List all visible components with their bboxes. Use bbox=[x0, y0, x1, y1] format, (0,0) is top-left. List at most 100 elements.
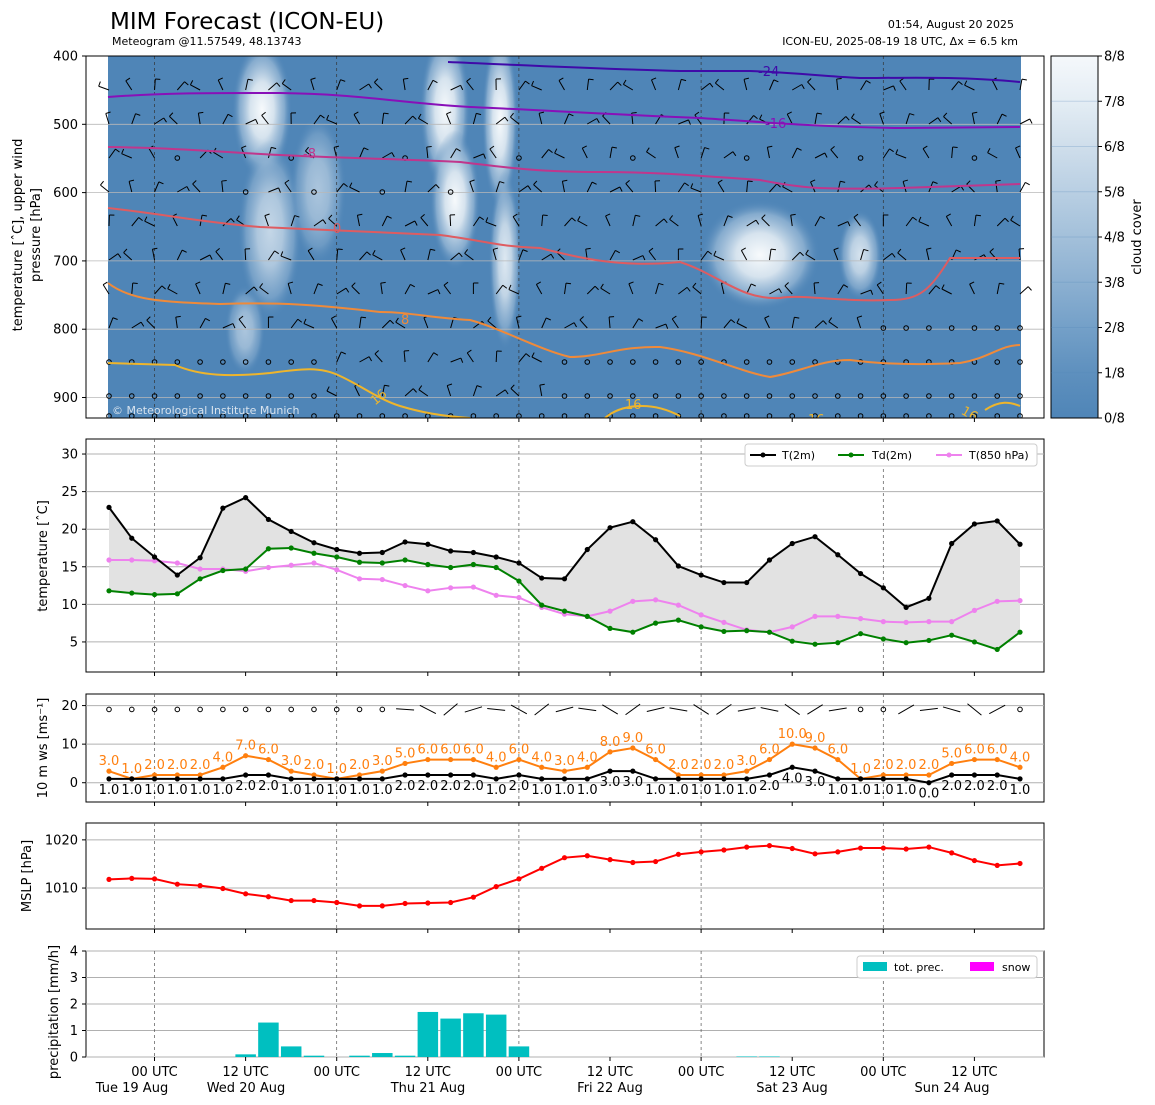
wind-barb-flag bbox=[345, 287, 350, 293]
calm-marker bbox=[151, 393, 158, 399]
isotherm-8 bbox=[107, 282, 1021, 379]
wind-barb-flag bbox=[192, 180, 197, 185]
wind-barb bbox=[359, 251, 368, 261]
calm-marker bbox=[470, 413, 477, 418]
calm-marker bbox=[333, 413, 340, 418]
data-point bbox=[903, 640, 909, 646]
wind-barb bbox=[190, 84, 201, 91]
wind-point bbox=[470, 756, 476, 763]
calm-marker bbox=[128, 413, 135, 418]
mslp-point bbox=[630, 859, 636, 866]
data-point bbox=[470, 584, 476, 590]
wind-point bbox=[766, 772, 773, 778]
wind-barb-flag bbox=[987, 148, 991, 153]
wind-barb bbox=[1019, 118, 1031, 125]
mean-data-label: 1.0 bbox=[691, 783, 712, 798]
wind-barb-flag bbox=[161, 285, 166, 290]
wind-barb-flag bbox=[573, 322, 577, 328]
data-point bbox=[812, 641, 818, 647]
wind-barb bbox=[581, 147, 588, 159]
calm-marker bbox=[220, 359, 226, 365]
data-point bbox=[994, 598, 1000, 604]
wind-barb bbox=[837, 284, 845, 295]
calm-marker bbox=[789, 393, 796, 399]
data-point bbox=[698, 624, 704, 630]
wind-barb-flag bbox=[895, 149, 899, 155]
wind-barb bbox=[336, 248, 339, 261]
wind-point bbox=[539, 776, 545, 782]
wind-barb-flag bbox=[297, 318, 303, 323]
y-tick-label: 20 bbox=[61, 699, 78, 714]
wind-barb-flag bbox=[205, 317, 211, 322]
wind-barb bbox=[359, 356, 370, 363]
location-subtitle: Meteogram @11.57549, 48.13743 bbox=[112, 35, 302, 48]
data-point bbox=[174, 560, 180, 566]
wind-barb bbox=[108, 317, 114, 329]
mean-data-label: 1.0 bbox=[190, 783, 211, 798]
wind-barb bbox=[713, 255, 725, 261]
wind-barb bbox=[541, 214, 544, 227]
precip-bar bbox=[759, 1056, 780, 1057]
y-tick-label: 1020 bbox=[45, 833, 78, 848]
upper-y-axis: 400 500 600 700 800 900 bbox=[53, 50, 86, 406]
wind-barb bbox=[515, 317, 520, 329]
calm-marker bbox=[994, 325, 1001, 331]
wind-barb bbox=[764, 317, 770, 329]
data-point bbox=[880, 636, 886, 642]
calm-marker bbox=[561, 359, 568, 365]
day-label: Wed 20 Aug bbox=[207, 1081, 286, 1096]
calm-marker bbox=[311, 393, 317, 399]
data-point bbox=[539, 575, 545, 581]
wind-barb bbox=[404, 388, 414, 397]
mslp-point bbox=[903, 846, 909, 852]
calm-marker bbox=[721, 413, 727, 418]
gust-data-label: 4.0 bbox=[531, 750, 552, 765]
calm-marker bbox=[288, 359, 295, 365]
data-point bbox=[174, 572, 180, 578]
wind-barb bbox=[951, 185, 962, 193]
wind-barb-flag bbox=[209, 254, 213, 260]
mean-data-label: 1.0 bbox=[326, 783, 347, 798]
wind-barb-flag bbox=[343, 183, 348, 187]
calm-marker bbox=[174, 413, 181, 418]
isotherm-16b bbox=[604, 405, 681, 418]
wind-barb bbox=[678, 286, 688, 295]
x-tick-label: 12 UTC bbox=[587, 1065, 633, 1080]
wind-barb bbox=[489, 148, 497, 159]
data-point bbox=[653, 620, 659, 626]
wind-barb-flag bbox=[435, 184, 440, 189]
temperature-dewpoint-band bbox=[109, 497, 1020, 650]
mslp-point bbox=[470, 894, 476, 900]
data-point bbox=[857, 616, 864, 622]
wind-barb-flag bbox=[433, 352, 439, 356]
wind-barb bbox=[215, 251, 224, 261]
data-point bbox=[151, 591, 158, 598]
wind-barb-flag bbox=[964, 80, 968, 86]
y-tick-label: 10 bbox=[61, 738, 78, 753]
upper-gridlines bbox=[86, 56, 1044, 418]
wind-barb-flag bbox=[493, 247, 499, 250]
data-point bbox=[129, 535, 135, 541]
calm-marker bbox=[675, 393, 682, 399]
wind-barb bbox=[951, 146, 954, 159]
wind-barb-flag bbox=[458, 252, 463, 258]
wind-barb bbox=[105, 113, 110, 125]
wind-barb bbox=[632, 215, 636, 227]
wind-barb bbox=[541, 149, 550, 159]
wind-barb bbox=[450, 252, 460, 261]
wind-barb-flag bbox=[684, 182, 689, 187]
mslp-point bbox=[151, 876, 158, 882]
wind-barb bbox=[427, 184, 437, 193]
wind-barb-flag bbox=[525, 80, 530, 85]
wind-barb-flag bbox=[958, 81, 963, 85]
wind-point bbox=[539, 764, 545, 770]
wind-point bbox=[584, 764, 590, 770]
wind-barb bbox=[374, 81, 383, 91]
wind-barb bbox=[333, 147, 338, 159]
wind-barb bbox=[427, 352, 435, 363]
wind-barb bbox=[100, 184, 110, 193]
data-point bbox=[1017, 597, 1023, 604]
data-point bbox=[516, 594, 522, 601]
wind-barb bbox=[213, 151, 224, 159]
wind-barb-flag bbox=[554, 148, 558, 154]
